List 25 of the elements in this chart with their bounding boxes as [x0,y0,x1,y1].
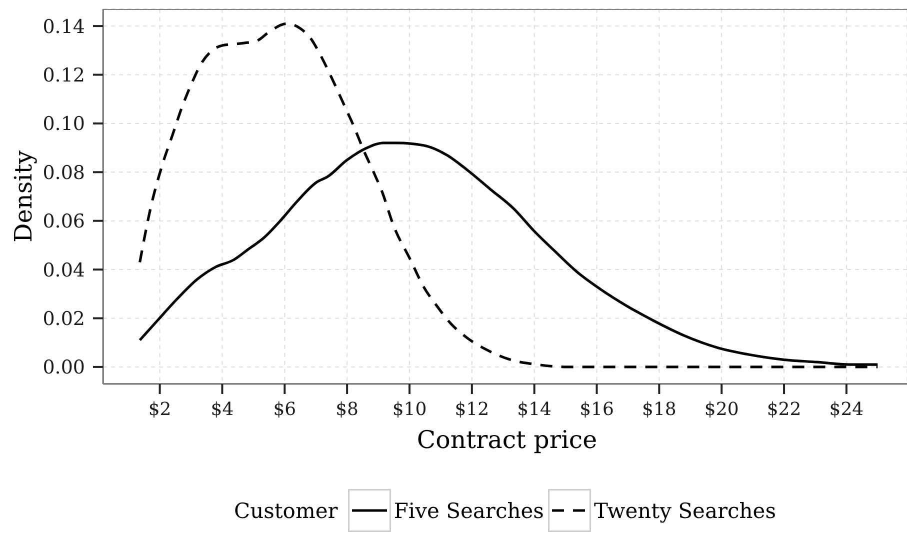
legend-label: Twenty Searches [594,498,776,522]
legend-title: Customer [234,498,338,522]
y-tick-label: 0.14 [42,16,85,38]
y-tick-label: 0.02 [42,308,85,330]
x-tick-label: $10 [392,398,427,420]
y-axis-title: Density [10,150,38,243]
x-tick-label: $6 [273,398,296,420]
x-tick-label: $18 [642,398,676,420]
y-tick-label: 0.06 [42,210,85,233]
y-tick-label: 0.10 [42,113,85,136]
y-tick-label: 0.04 [42,259,85,282]
x-tick-label: $4 [210,398,234,420]
x-tick-label: $16 [580,398,614,420]
x-tick-label: $14 [517,398,552,420]
y-tick-label: 0.00 [42,356,85,379]
x-tick-label: $22 [766,398,802,420]
y-tick-label: 0.12 [42,64,85,86]
x-tick-label: $20 [704,398,739,420]
x-tick-label: $2 [148,398,172,420]
x-tick-label: $8 [336,398,359,420]
x-tick-label: $12 [454,398,490,420]
legend-label: Five Searches [394,498,544,522]
y-tick-label: 0.08 [42,162,85,184]
x-axis-title: Contract price [416,425,598,454]
x-tick-label: $24 [829,398,864,420]
